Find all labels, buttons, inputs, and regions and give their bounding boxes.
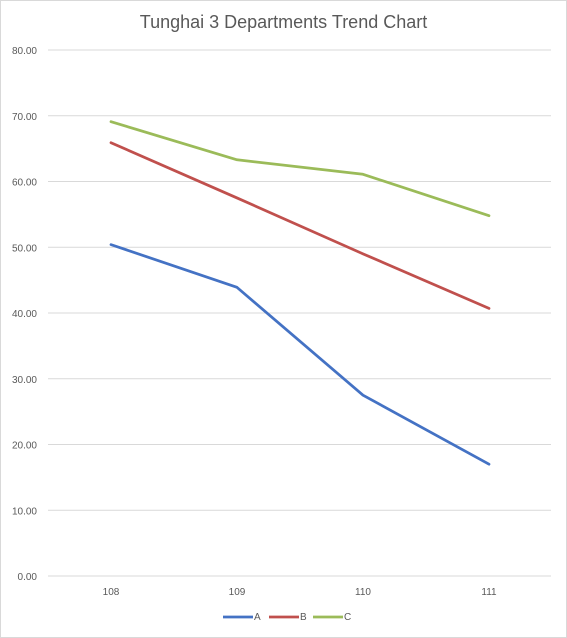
y-tick-label: 0.00	[18, 572, 38, 583]
series-line-a	[109, 243, 491, 466]
y-tick-label: 40.00	[12, 309, 37, 320]
y-tick-label: 70.00	[12, 112, 37, 123]
y-axis-ticks: 0.00 10.00 20.00 30.00 40.00 50.00 60.00 70.00 8…	[12, 46, 37, 583]
x-tick-label: 108	[103, 587, 120, 598]
legend-label-b: B	[300, 612, 307, 623]
x-tick-label: 111	[481, 587, 497, 598]
legend-label-a: A	[254, 612, 261, 623]
y-tick-label: 30.00	[12, 375, 37, 386]
x-tick-label: 110	[355, 587, 371, 598]
y-tick-label: 20.00	[12, 441, 37, 452]
gridlines	[48, 49, 551, 577]
legend: A B C	[223, 612, 351, 623]
y-tick-label: 80.00	[12, 46, 37, 57]
y-tick-label: 10.00	[12, 506, 37, 517]
y-tick-label: 60.00	[12, 178, 37, 189]
series-line-b	[109, 141, 491, 310]
x-axis-ticks: 108 109 110 111	[103, 587, 497, 598]
chart-title: Tunghai 3 Departments Trend Chart	[139, 12, 428, 32]
series-lines	[109, 120, 491, 466]
y-tick-label: 50.00	[12, 243, 37, 254]
legend-label-c: C	[344, 612, 351, 623]
series-line-c	[109, 120, 491, 218]
x-tick-label: 109	[229, 587, 246, 598]
